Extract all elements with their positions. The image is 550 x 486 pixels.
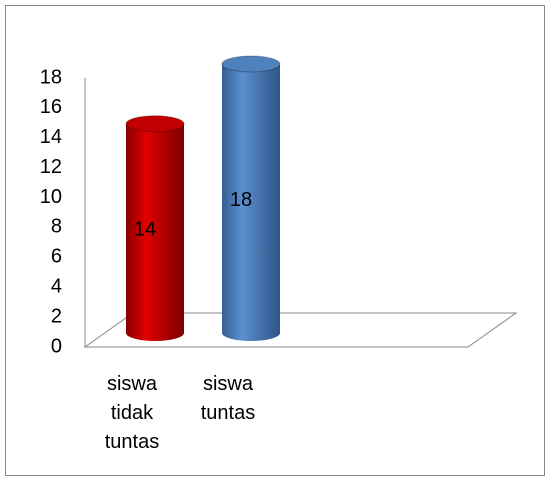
x-tick-line: tuntas (105, 431, 159, 453)
bar (125, 115, 185, 342)
y-tick-label: 10 (40, 186, 62, 208)
data-label: 14 (134, 219, 156, 241)
y-tick-label: 2 (51, 305, 62, 327)
cylinder-top (221, 55, 281, 73)
floor (83, 312, 518, 348)
y-tick-label: 0 (51, 335, 62, 357)
data-label: 18 (230, 189, 252, 211)
x-tick-label: siswa tuntas (201, 373, 255, 424)
y-tick-label: 16 (40, 96, 62, 118)
x-tick-line: tidak (111, 402, 154, 424)
cylinder-body (222, 64, 280, 341)
x-tick-line: siswa (107, 373, 158, 395)
y-tick-label: 8 (51, 216, 62, 238)
cylinder-top (125, 115, 185, 133)
y-tick-label: 4 (51, 276, 62, 298)
x-tick-line: siswa (203, 373, 254, 395)
bar (221, 55, 281, 341)
y-tick-label: 12 (40, 156, 62, 178)
y-tick-label: 14 (40, 126, 62, 148)
y-tick-label: 6 (51, 246, 62, 268)
x-tick-label: siswa tidak tuntas (105, 373, 159, 453)
cylinder-body (126, 123, 184, 342)
y-tick-label: 18 (40, 66, 62, 88)
x-tick-line: tuntas (201, 402, 255, 424)
